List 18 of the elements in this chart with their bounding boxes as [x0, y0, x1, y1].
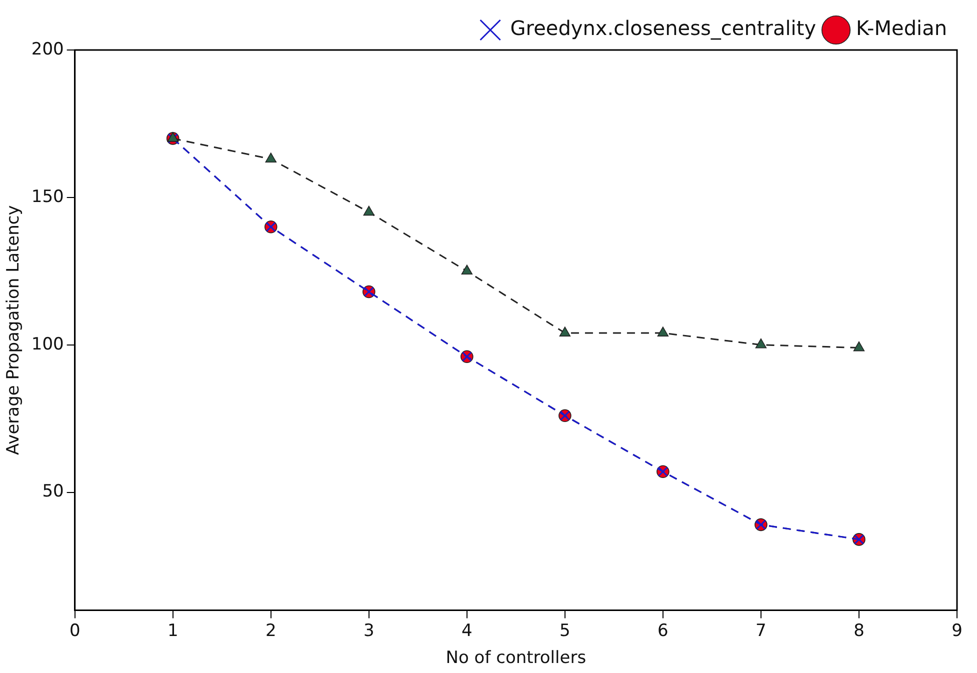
x-tick-label: 9 [952, 620, 962, 641]
x-axis-title: No of controllers [446, 648, 586, 668]
x-tick-label: 1 [167, 620, 178, 641]
legend-label: Greedynx.closeness_centrality [510, 16, 816, 40]
y-tick-label: 100 [31, 334, 64, 354]
x-tick-label: 8 [854, 620, 864, 641]
y-tick-label: 50 [42, 482, 64, 502]
x-tick-label: 6 [658, 620, 668, 641]
legend-label: K-Median [856, 16, 948, 40]
y-axis-title: Average Propagation Latency [4, 205, 24, 455]
x-tick-label: 3 [363, 620, 374, 641]
y-tick-label: 150 [31, 186, 64, 207]
x-tick-label: 0 [69, 620, 80, 641]
x-tick-label: 4 [462, 620, 472, 641]
x-tick-label: 7 [756, 620, 766, 641]
y-tick-label: 200 [31, 39, 64, 60]
x-tick-label: 5 [560, 620, 570, 641]
x-tick-label: 2 [265, 620, 276, 641]
